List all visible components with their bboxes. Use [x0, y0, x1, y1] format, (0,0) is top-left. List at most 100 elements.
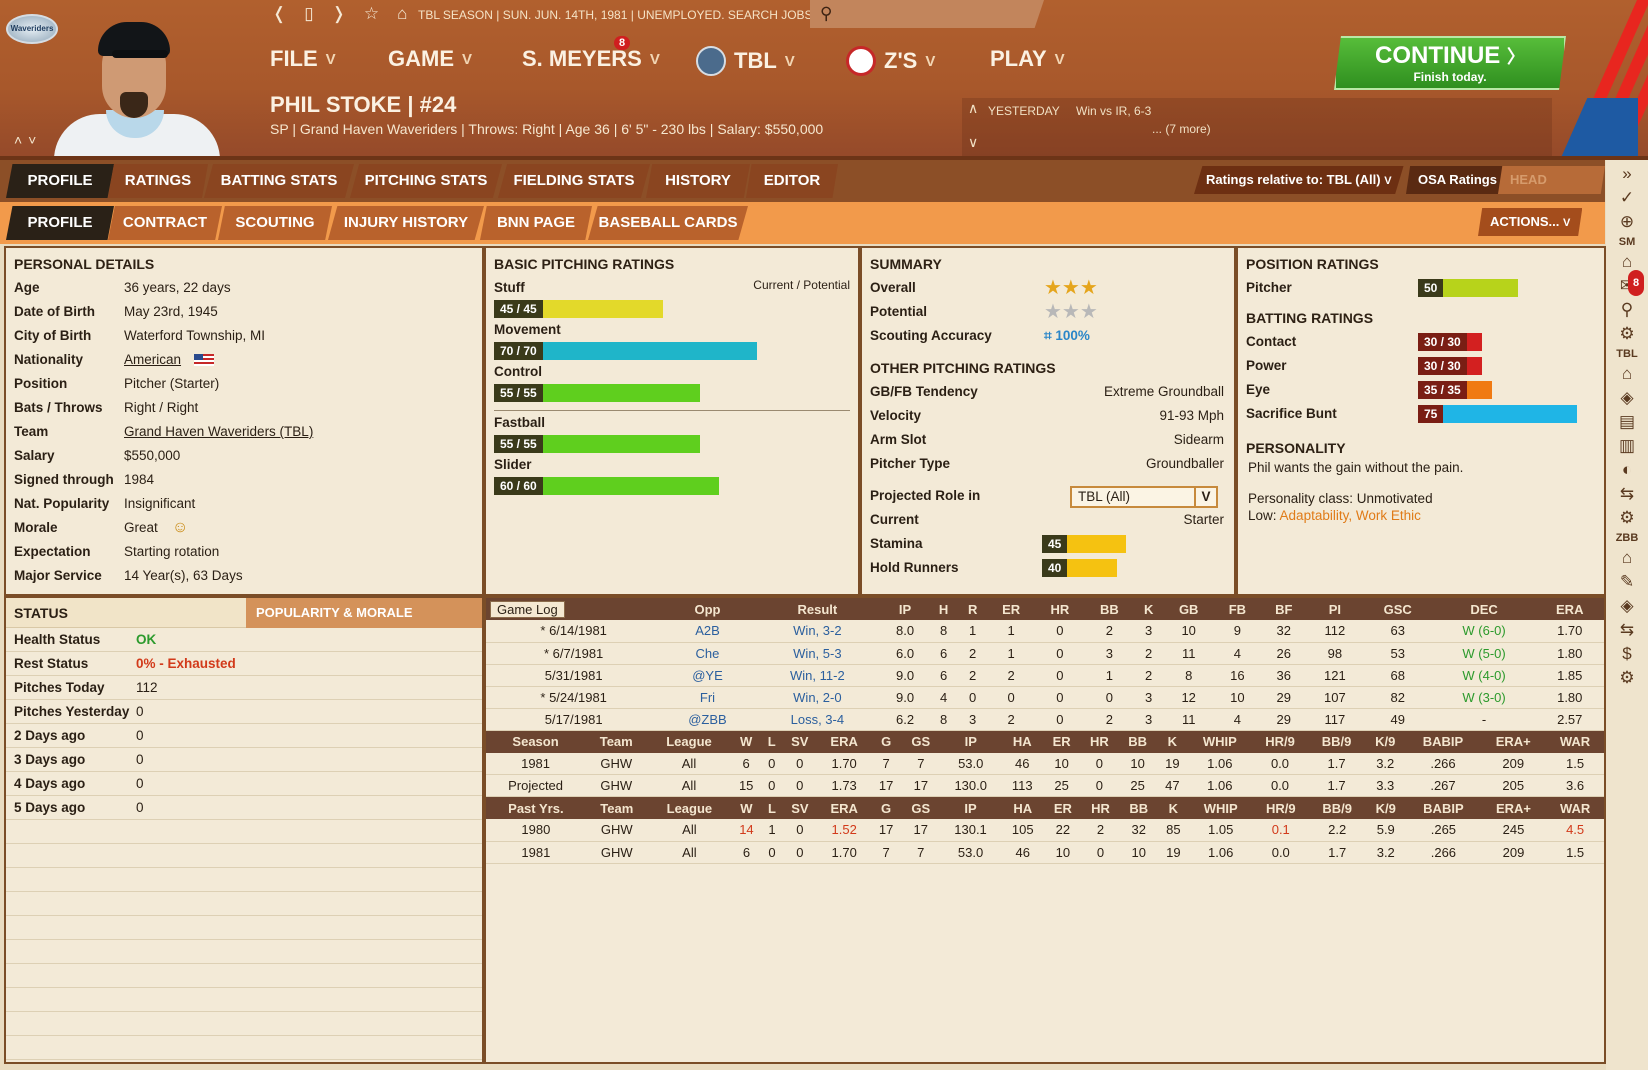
- column-header[interactable]: ER: [1043, 730, 1081, 753]
- tab-ratings[interactable]: RATINGS: [108, 164, 208, 198]
- table-row[interactable]: 1980 GHW All 14 1 0 1.52 17 17 130.1 105 22 2 32 85 1.0…: [486, 819, 1604, 842]
- personal-value[interactable]: Grand Haven Waveriders (TBL): [124, 424, 314, 439]
- column-header[interactable]: ERA: [817, 730, 871, 753]
- search-box[interactable]: ⚲: [810, 0, 1044, 28]
- column-header[interactable]: Opp: [661, 598, 754, 620]
- column-header[interactable]: GSC: [1362, 598, 1433, 620]
- column-header[interactable]: HA: [1001, 730, 1044, 753]
- column-header[interactable]: Team: [585, 730, 648, 753]
- column-header[interactable]: IP: [939, 797, 1002, 819]
- column-header[interactable]: L: [761, 797, 782, 819]
- column-header[interactable]: Team: [585, 797, 648, 819]
- column-header[interactable]: W: [730, 730, 762, 753]
- column-header[interactable]: BB: [1084, 598, 1135, 620]
- team-transactions-icon[interactable]: ⇆: [1619, 620, 1635, 639]
- search-icon[interactable]: ⚲: [1620, 300, 1634, 319]
- table-row[interactable]: * 6/14/1981 A2B Win, 3-2 8.0 8 1 1 0 2 3 10 9 32 112 6…: [486, 620, 1604, 643]
- ratings-relative-select[interactable]: Ratings relative to: TBL (All) V: [1194, 166, 1404, 194]
- yesterday-more[interactable]: ... (7 more): [1152, 122, 1211, 136]
- table-row[interactable]: Projected GHW All 15 0 0 1.73 17 17 130.0 113 25 0 25…: [486, 774, 1604, 797]
- column-header[interactable]: ERA+: [1480, 730, 1547, 753]
- subtab-contract[interactable]: CONTRACT: [108, 206, 222, 240]
- column-header[interactable]: Past Yrs.: [486, 797, 586, 819]
- down-arrow-icon[interactable]: ∨: [968, 134, 979, 150]
- team-diamond-icon[interactable]: ◈: [1620, 596, 1634, 615]
- menu-file[interactable]: FILE V: [270, 46, 336, 71]
- column-header[interactable]: BABIP: [1405, 730, 1481, 753]
- column-header[interactable]: WHIP: [1188, 797, 1253, 819]
- column-header[interactable]: GS: [901, 797, 940, 819]
- column-header[interactable]: HR: [1080, 730, 1119, 753]
- tab-batting-stats[interactable]: BATTING STATS: [204, 164, 354, 198]
- check-icon[interactable]: ✓: [1619, 188, 1635, 207]
- subtab-scouting[interactable]: SCOUTING: [218, 206, 332, 240]
- column-header[interactable]: HA: [1001, 797, 1045, 819]
- subtab-bnn-page[interactable]: BNN PAGE: [480, 206, 592, 240]
- column-header[interactable]: HR/9: [1251, 730, 1309, 753]
- game-log-select[interactable]: Game Log: [486, 598, 662, 620]
- search-icon[interactable]: ⚲: [820, 4, 833, 23]
- column-header[interactable]: Result: [753, 598, 882, 620]
- popularity-morale-tab[interactable]: POPULARITY & MORALE: [246, 598, 482, 628]
- tab-fielding-stats[interactable]: FIELDING STATS: [498, 164, 650, 198]
- bookmark-icon[interactable]: ▯: [304, 4, 314, 23]
- chevron-right-icon[interactable]: ❭: [331, 4, 346, 23]
- transactions-icon[interactable]: ⇆: [1619, 484, 1635, 503]
- home-icon[interactable]: ⌂: [1621, 252, 1633, 271]
- head-scout-toggle[interactable]: HEAD SCOUT: [1498, 166, 1605, 194]
- mail-icon[interactable]: ✉ 8: [1606, 270, 1648, 298]
- table-row[interactable]: 1981 GHW All 6 0 0 1.70 7 7 53.0 46 10 0 10 19 1.06 0.0 1…: [486, 752, 1604, 775]
- column-header[interactable]: G: [870, 797, 902, 819]
- column-header[interactable]: PI: [1306, 598, 1363, 620]
- up-down-arrows[interactable]: ˄˅: [14, 132, 43, 148]
- tab-pitching-stats[interactable]: PITCHING STATS: [350, 164, 502, 198]
- column-header[interactable]: BB/9: [1308, 730, 1365, 753]
- tab-profile[interactable]: PROFILE: [6, 164, 114, 198]
- subtab-baseball-cards[interactable]: BASEBALL CARDS: [588, 206, 748, 240]
- subtab-profile[interactable]: PROFILE: [6, 206, 114, 240]
- column-header[interactable]: WAR: [1546, 797, 1604, 819]
- settings-icon[interactable]: ⚙: [1619, 324, 1635, 343]
- finances-icon[interactable]: $: [1622, 644, 1632, 663]
- column-header[interactable]: BABIP: [1406, 797, 1481, 819]
- team-settings-icon[interactable]: ⚙: [1619, 668, 1635, 687]
- table-row[interactable]: 5/31/1981 @YE Win, 11-2 9.0 6 2 2 0 1 2 8 16 36 121 68…: [486, 664, 1604, 687]
- column-header[interactable]: League: [647, 797, 731, 819]
- column-header[interactable]: GB: [1163, 598, 1215, 620]
- column-header[interactable]: FB: [1214, 598, 1261, 620]
- chevron-left-icon[interactable]: ❬: [272, 4, 287, 23]
- news-icon[interactable]: ▤: [1618, 412, 1636, 431]
- column-header[interactable]: K: [1156, 730, 1188, 753]
- column-header[interactable]: ER: [987, 598, 1036, 620]
- column-header[interactable]: WAR: [1546, 730, 1604, 753]
- continue-button[interactable]: CONTINUE 〉 Finish today.: [1334, 36, 1566, 90]
- column-header[interactable]: WHIP: [1187, 730, 1252, 753]
- column-header[interactable]: ER: [1044, 797, 1082, 819]
- column-header[interactable]: K/9: [1364, 730, 1406, 753]
- menu-play[interactable]: PLAY V: [990, 46, 1065, 71]
- actions-button[interactable]: ACTIONS... V: [1478, 208, 1583, 236]
- home-icon[interactable]: ⌂: [397, 4, 408, 23]
- osa-ratings-toggle[interactable]: OSA Ratings: [1406, 166, 1509, 194]
- column-header[interactable]: SV: [781, 730, 818, 753]
- team-logo[interactable]: Waveriders: [6, 14, 58, 44]
- menu-game[interactable]: GAME V: [388, 46, 473, 71]
- column-header[interactable]: L: [761, 730, 782, 753]
- column-header[interactable]: K: [1157, 797, 1189, 819]
- globe-icon[interactable]: ⊕: [1619, 212, 1635, 231]
- column-header[interactable]: HR: [1081, 797, 1120, 819]
- table-row[interactable]: 5/17/1981 @ZBB Loss, 3-4 6.2 8 3 2 0 2 3 11 4 29 117 4…: [486, 708, 1604, 731]
- baseball-icon[interactable]: ◐: [1621, 460, 1633, 479]
- subtab-injury-history[interactable]: INJURY HISTORY: [328, 206, 484, 240]
- star-icon[interactable]: ☆: [363, 4, 380, 23]
- column-header[interactable]: HR/9: [1252, 797, 1309, 819]
- season-info[interactable]: TBL SEASON | SUN. JUN. 14TH, 1981 | UNEM…: [418, 8, 823, 22]
- tab-history[interactable]: HISTORY: [646, 164, 750, 198]
- league-settings-icon[interactable]: ⚙: [1619, 508, 1635, 527]
- column-header[interactable]: GS: [901, 730, 940, 753]
- column-header[interactable]: SV: [782, 797, 818, 819]
- column-header[interactable]: DEC: [1432, 598, 1536, 620]
- column-header[interactable]: K: [1134, 598, 1164, 620]
- column-header[interactable]: BB/9: [1308, 797, 1366, 819]
- column-header[interactable]: ERA: [817, 797, 871, 819]
